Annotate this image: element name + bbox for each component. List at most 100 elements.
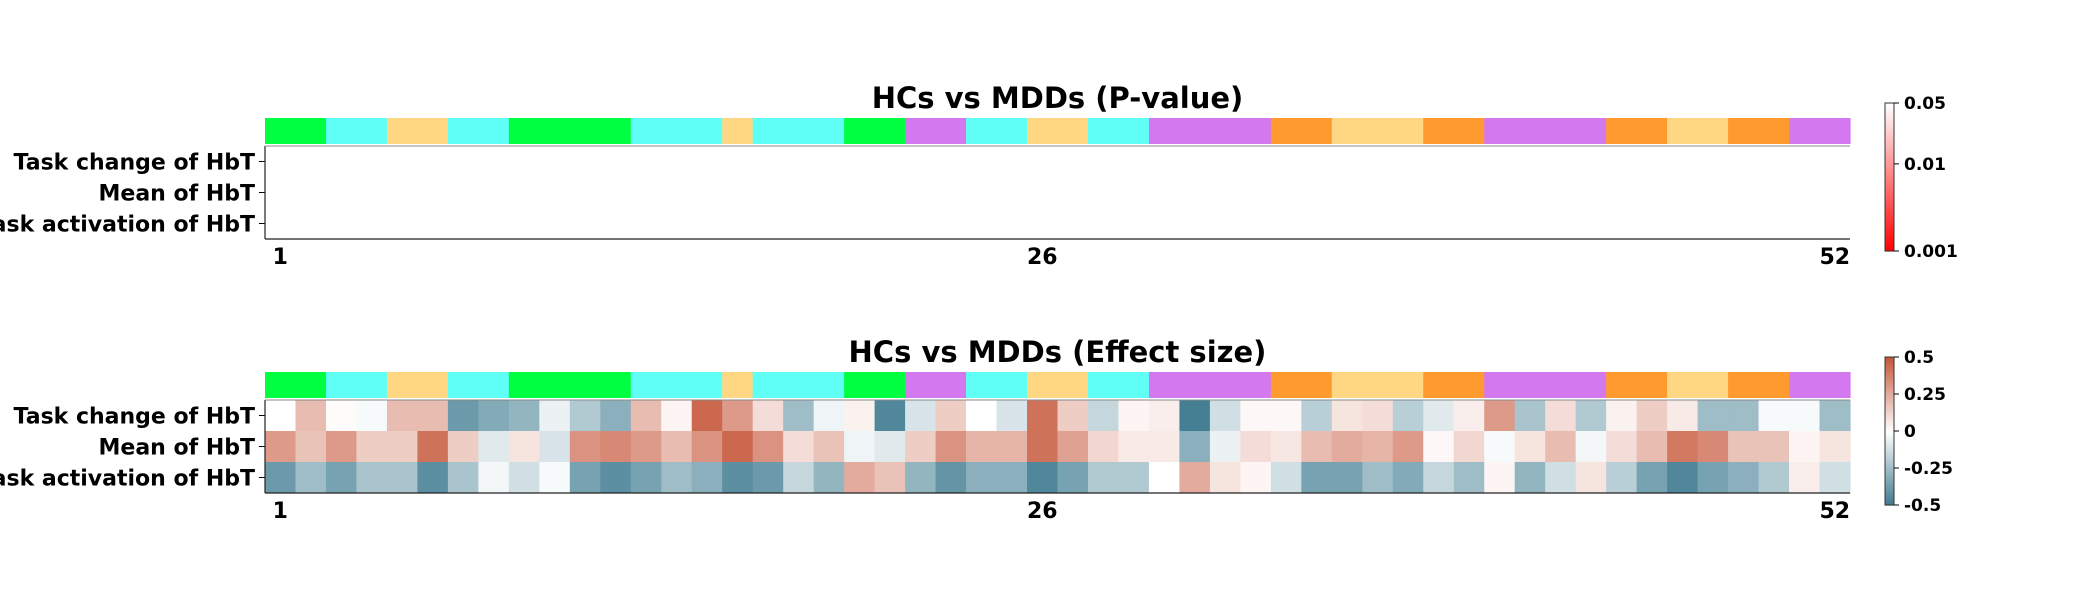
heatmap-cell: [386, 400, 419, 432]
region-cell: [996, 372, 1028, 398]
region-cell: [1545, 118, 1577, 144]
heatmap-cell: [630, 431, 662, 463]
region-cell: [1728, 372, 1760, 398]
colorbar-step: [1885, 469, 1894, 473]
colorbar-step: [1885, 193, 1894, 197]
heatmap-cell: [1636, 462, 1668, 494]
region-cell: [813, 118, 845, 144]
colorbar-step: [1885, 495, 1894, 499]
colorbar-step: [1885, 156, 1894, 160]
heatmap-cell: [1819, 431, 1851, 463]
colorbar-step: [1885, 214, 1894, 217]
region-cell: [661, 118, 693, 144]
region-cell: [1819, 372, 1851, 398]
region-cell: [1209, 372, 1241, 398]
colorbar-step: [1885, 247, 1894, 250]
heatmap-cell: [1148, 400, 1181, 432]
heatmap-cell: [1057, 431, 1089, 463]
heatmap-cell: [1270, 400, 1302, 432]
colorbar-step: [1885, 188, 1894, 191]
colorbar-step: [1885, 141, 1894, 145]
heatmap-cell: [295, 462, 327, 494]
row-label: Mean of HbT: [99, 182, 256, 207]
heatmap-cell: [1301, 400, 1333, 432]
colorbar-step: [1885, 104, 1894, 108]
heatmap-cell: [1819, 400, 1851, 432]
colorbar-step: [1885, 375, 1894, 378]
heatmap-cells: [265, 400, 1851, 494]
region-cell: [661, 372, 693, 398]
colorbar-step: [1885, 219, 1894, 222]
colorbar-step: [1885, 377, 1894, 380]
colorbar-step: [1885, 486, 1894, 489]
heatmap-cell: [722, 431, 754, 463]
heatmap-cell: [1331, 431, 1363, 463]
colorbar-step: [1885, 158, 1894, 161]
colorbar-step: [1885, 408, 1894, 412]
colorbar-step: [1885, 189, 1894, 193]
region-cell: [569, 118, 601, 144]
heatmap-cell: [996, 431, 1028, 463]
colorbar-step: [1885, 434, 1894, 438]
colorbar-step: [1885, 123, 1894, 126]
colorbar-step: [1885, 215, 1894, 219]
heatmap-cell: [1819, 462, 1851, 494]
region-cell: [691, 118, 723, 144]
heatmap-cell: [1118, 431, 1150, 463]
heatmap-cell: [1179, 400, 1211, 432]
row-label: Task activation of HbT: [0, 467, 255, 492]
region-cell: [539, 372, 571, 398]
region-cell: [1087, 372, 1120, 398]
colorbar-step: [1885, 427, 1894, 430]
region-cell: [630, 372, 662, 398]
heatmap-cell: [325, 462, 358, 494]
heatmap-cell: [539, 431, 571, 463]
heatmap-cell: [1514, 431, 1546, 463]
colorbar-step: [1885, 445, 1894, 449]
heatmap-cell: [691, 431, 723, 463]
colorbar-step: [1885, 136, 1894, 139]
colorbar-step: [1885, 392, 1894, 395]
heatmap-cell: [935, 462, 967, 494]
heatmap-cell: [752, 431, 784, 463]
colorbar-step: [1885, 241, 1894, 245]
region-cell: [417, 118, 449, 144]
heatmap-cell: [1667, 462, 1699, 494]
region-cell: [1453, 372, 1485, 398]
heatmap-cell: [478, 462, 510, 494]
colorbar-step: [1885, 438, 1894, 441]
colorbar-step: [1885, 134, 1894, 137]
heatmap-cell: [1209, 400, 1241, 432]
heatmap-cell: [1728, 431, 1760, 463]
region-cell: [1575, 372, 1607, 398]
heatmap-cell: [1514, 400, 1546, 432]
region-cell: [1667, 372, 1699, 398]
heatmap-cell: [295, 431, 327, 463]
colorbar-step: [1885, 382, 1894, 386]
region-cell: [1118, 372, 1150, 398]
heatmap-cell: [417, 462, 449, 494]
heatmap-cell: [1118, 400, 1150, 432]
x-tick-label: 52: [1819, 499, 1850, 524]
colorbar-step: [1885, 154, 1894, 158]
colorbar-step: [1885, 140, 1894, 143]
heatmap-cell: [874, 431, 906, 463]
heatmap-cell: [661, 431, 693, 463]
region-cell: [1636, 118, 1668, 144]
heatmap-cell: [447, 400, 479, 432]
heatmap-cell: [813, 400, 845, 432]
colorbar: 0.001 0.01 0.05: [1884, 94, 1958, 262]
colorbar-step: [1885, 475, 1894, 478]
colorbar-step: [1885, 230, 1894, 234]
heatmap-cell: [1575, 431, 1607, 463]
region-cell: [752, 118, 784, 144]
region-cell: [295, 118, 327, 144]
heatmap-cell: [844, 431, 876, 463]
heatmap-cell: [1545, 462, 1577, 494]
colorbar-step: [1885, 390, 1894, 393]
colorbar-step: [1885, 167, 1894, 171]
colorbar-step: [1885, 460, 1894, 464]
colorbar-step: [1885, 451, 1894, 454]
colorbar-step: [1885, 208, 1894, 211]
